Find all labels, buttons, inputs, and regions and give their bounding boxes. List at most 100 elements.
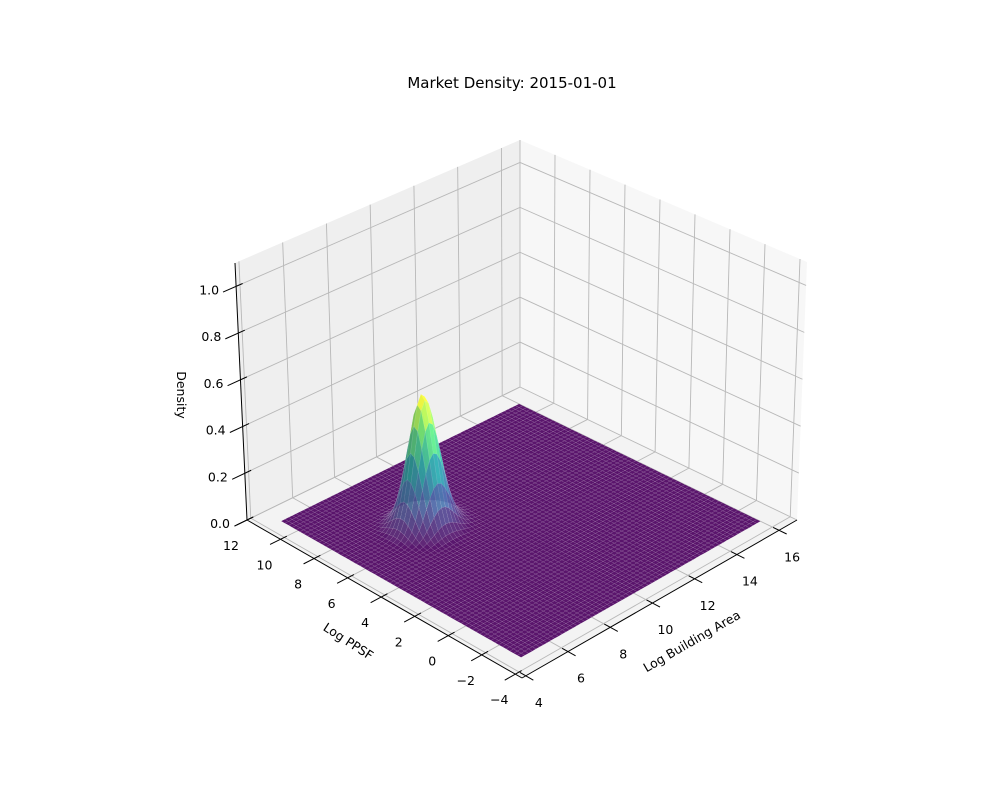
surface-facet [485,425,494,430]
y-tick-label: 10 [257,557,273,572]
surface-facet [482,480,491,485]
surface-facet [564,480,574,485]
surface-facet [549,457,558,462]
surface-facet [504,504,514,509]
right-wall-pane [520,140,807,520]
z-tick [229,423,250,433]
surface-facet [482,500,491,505]
z-tick-label: 0.0 [210,516,230,531]
gridline-y-wall [620,184,626,436]
surface-facet [377,479,386,484]
gridline-x-wall [369,204,377,457]
surface-facet [500,433,509,438]
surface-facet [560,494,570,499]
surface-facet [455,463,465,468]
gridline-y-floor [515,516,791,675]
surface-facet [493,486,502,491]
surface-facet [471,509,480,514]
surface-facet [508,459,517,464]
surface-facet [718,510,728,515]
surface-facet [538,502,548,507]
surface-facet [542,484,551,489]
surface-facet [556,480,566,485]
surface-facet [567,455,577,460]
y-tick-label: −2 [457,673,475,688]
surface-facet [582,444,592,449]
surface-facet [489,472,499,478]
surface-facet [523,471,532,476]
surface-facet [492,433,502,438]
z-tick-label: 0.2 [208,469,228,484]
surface-facet [448,466,457,472]
surface-facet [493,494,503,499]
surface-facet [395,466,405,471]
surface-facet [493,498,503,503]
surface-facet [467,511,476,516]
surface-facet [545,494,555,499]
surface-facet [560,448,569,453]
x-tick-label: 6 [577,671,585,686]
surface-facet [575,501,585,507]
surface-facet [530,459,540,464]
surface-facet [500,490,510,495]
surface-facet [444,457,453,462]
surface-facet [557,496,566,501]
gridline-z-right [519,341,800,474]
surface-facet [545,505,555,511]
gridline-z-left [235,162,521,287]
surface-facet [635,497,645,502]
surface-facet [459,476,469,481]
surface-facet [583,463,592,468]
surface-facet [699,509,709,514]
gridline-z-right [519,251,803,380]
x-tick-label: 8 [619,646,627,661]
y-tick-label: 4 [361,615,369,630]
surface-facet [470,478,480,483]
surface-facet [583,490,592,495]
surface-facet [462,436,472,442]
surface-facet [556,457,566,462]
surface-facet [594,484,604,489]
gridline-z-left [242,296,521,427]
surface-facet [377,471,386,476]
surface-facet [512,500,521,505]
surface-facet [444,461,454,466]
surface-facet [455,470,465,476]
surface-facet [545,482,555,487]
surface-facet [482,488,491,493]
y-tick-label: 6 [328,596,336,611]
surface-facet [515,471,525,476]
surface-facet [482,496,491,501]
surface-facet [612,455,622,460]
x-tick-label: 14 [742,574,758,589]
surface-facet [485,482,495,487]
surface-facet [523,502,533,507]
surface-facet [470,494,480,499]
surface-facet [508,467,517,472]
surface-facet [474,450,483,455]
gridline-y-wall [722,229,731,485]
surface-facet [489,461,498,466]
surface-facet [456,506,465,516]
surface-facet [583,474,592,479]
z-axis-title: Density [174,371,189,419]
surface-facet [500,498,510,503]
surface-facet [620,474,630,479]
surface-facet [452,488,461,493]
surface-facet [466,446,476,451]
surface-facet [590,451,599,456]
gridline-x-floor [250,517,527,677]
surface-facet [541,450,551,455]
surface-facet [575,490,585,495]
surface-facet [448,470,457,476]
gridline-y-wall [553,154,556,404]
surface-facet [489,503,499,509]
surface-facet [493,505,503,511]
gridline-x-wall [282,242,294,498]
surface-facet [545,498,555,503]
surface-facet [482,503,491,509]
surface-facet [470,455,480,460]
surface-facet [658,496,667,501]
surface-facet [467,499,476,505]
surface-facet [474,480,484,485]
